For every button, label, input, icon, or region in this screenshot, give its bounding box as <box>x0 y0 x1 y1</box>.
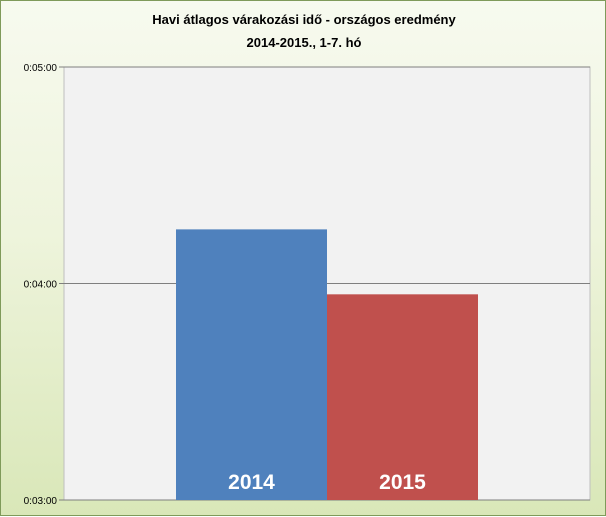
chart-title-line-2: 2014-2015., 1-7. hó <box>247 35 362 50</box>
bars <box>176 229 478 500</box>
bar-2015 <box>327 294 478 500</box>
bar-category-label: 2015 <box>379 471 426 494</box>
bar-category-label: 2014 <box>228 471 275 494</box>
y-axis-tick-labels: 0:03:00 0:04:00 0:05:00 <box>24 63 58 507</box>
bar-labels: 2014 2015 <box>228 471 426 494</box>
y-tick-label: 0:04:00 <box>24 280 58 291</box>
y-tick-label: 0:03:00 <box>24 496 58 507</box>
y-tick-label: 0:05:00 <box>24 63 58 74</box>
bar-2014 <box>176 229 327 500</box>
chart-title-line-1: Havi átlagos várakozási idő - országos e… <box>152 12 456 27</box>
